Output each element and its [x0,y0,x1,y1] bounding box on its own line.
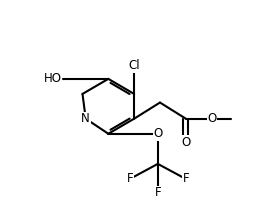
Text: F: F [154,186,161,199]
Text: F: F [182,172,189,186]
Text: F: F [126,172,133,186]
Text: O: O [153,127,162,140]
Text: O: O [207,112,216,125]
Text: O: O [181,136,190,149]
Text: Cl: Cl [128,60,140,72]
Text: HO: HO [44,72,62,85]
Text: N: N [81,112,90,125]
